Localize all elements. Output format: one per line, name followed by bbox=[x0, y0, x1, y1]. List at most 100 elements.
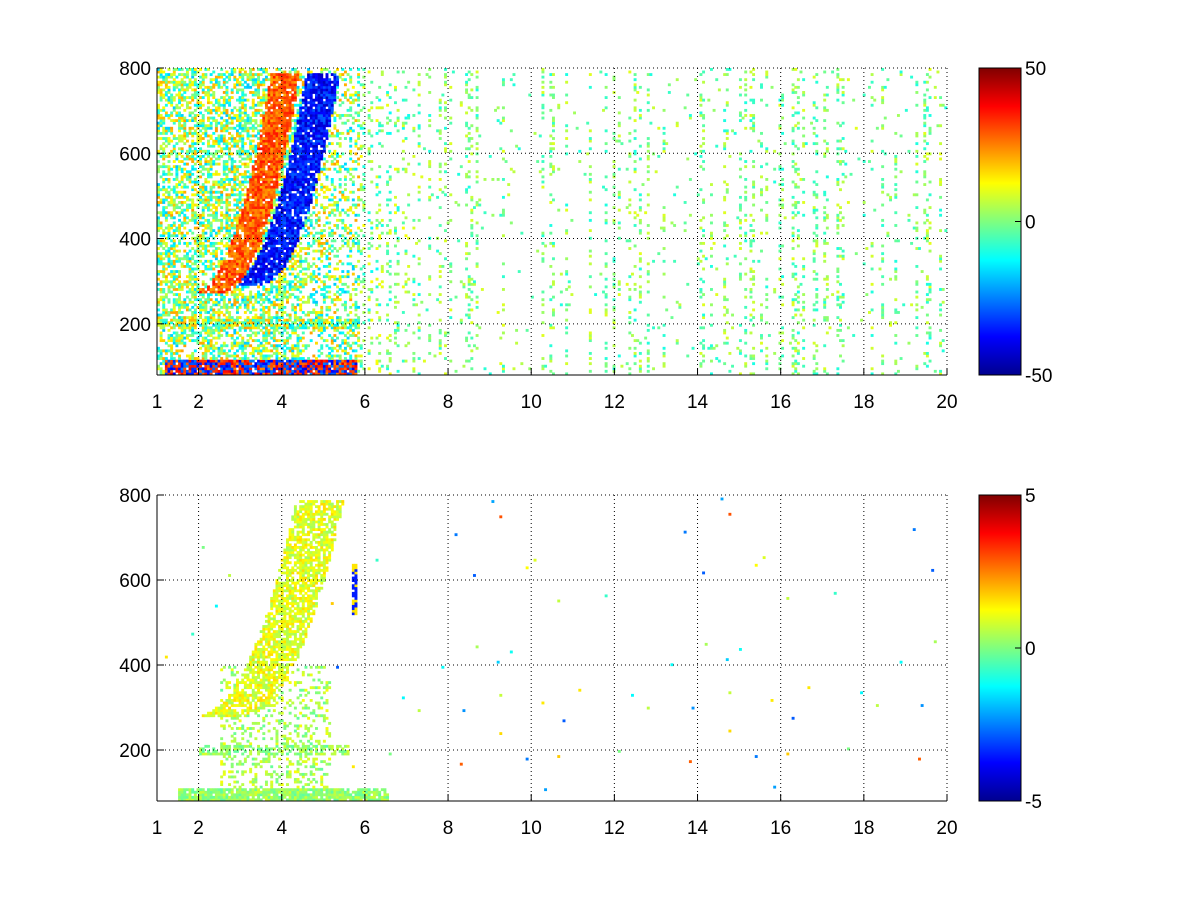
heatmap-cell bbox=[301, 180, 305, 184]
heatmap-cell bbox=[172, 351, 176, 355]
heatmap-cell bbox=[296, 369, 300, 373]
heatmap-cell bbox=[159, 326, 163, 330]
heatmap-cell bbox=[191, 142, 195, 146]
heatmap-cell bbox=[238, 75, 242, 79]
heatmap-cell bbox=[270, 149, 274, 153]
heatmap-cell bbox=[280, 124, 284, 128]
heatmap-cell bbox=[291, 201, 295, 204]
heatmap-cell bbox=[270, 221, 274, 225]
heatmap-cell bbox=[286, 369, 289, 373]
heatmap-cell bbox=[209, 334, 213, 337]
heatmap-cell bbox=[212, 160, 216, 163]
heatmap-cell bbox=[233, 285, 237, 289]
heatmap-cell bbox=[191, 231, 195, 235]
heatmap-cell bbox=[191, 282, 195, 286]
heatmap-cell bbox=[288, 70, 292, 74]
heatmap-cell bbox=[238, 83, 242, 87]
heatmap-cell bbox=[188, 364, 192, 368]
heatmap-cell bbox=[299, 78, 303, 82]
heatmap-cell bbox=[275, 311, 279, 314]
heatmap-cell bbox=[280, 78, 284, 82]
heatmap-cell bbox=[304, 229, 308, 233]
heatmap-cell bbox=[264, 318, 268, 322]
heatmap-cell bbox=[249, 369, 253, 373]
heatmap-cell bbox=[291, 83, 295, 87]
heatmap-cell bbox=[157, 218, 160, 222]
heatmap-cell bbox=[262, 152, 266, 156]
heatmap-cell bbox=[217, 106, 221, 110]
heatmap-cell bbox=[278, 331, 282, 335]
heatmap-cell bbox=[317, 142, 321, 146]
heatmap-cell bbox=[209, 78, 213, 82]
heatmap-cell bbox=[280, 208, 284, 212]
heatmap-cell bbox=[251, 165, 255, 169]
heatmap-cell bbox=[220, 275, 224, 279]
heatmap-cell bbox=[162, 298, 166, 302]
heatmap-cell bbox=[272, 367, 276, 371]
heatmap-cell bbox=[270, 349, 274, 353]
heatmap-cell bbox=[207, 367, 210, 371]
heatmap-cell bbox=[267, 369, 271, 373]
heatmap-cell bbox=[259, 267, 263, 271]
heatmap-cell bbox=[201, 308, 205, 312]
heatmap-cell bbox=[275, 346, 279, 350]
heatmap-cell bbox=[267, 147, 271, 151]
heatmap-cell bbox=[315, 264, 318, 268]
heatmap-cell bbox=[180, 282, 184, 286]
heatmap-cell bbox=[315, 121, 318, 125]
heatmap-cell bbox=[204, 336, 208, 340]
heatmap-cell bbox=[288, 369, 292, 373]
heatmap-cell bbox=[299, 203, 303, 207]
heatmap-cell bbox=[201, 216, 205, 220]
heatmap-cell bbox=[180, 318, 184, 322]
heatmap-cell bbox=[201, 121, 205, 125]
heatmap-cell bbox=[162, 272, 166, 276]
heatmap-cell bbox=[270, 272, 274, 276]
heatmap-cell bbox=[254, 234, 258, 238]
heatmap-cell bbox=[278, 101, 282, 105]
heatmap-cell bbox=[254, 108, 258, 112]
heatmap-cell bbox=[275, 129, 279, 133]
heatmap-cell bbox=[193, 295, 197, 299]
heatmap-cell bbox=[249, 195, 253, 199]
heatmap-cell bbox=[259, 160, 263, 163]
heatmap-cell bbox=[296, 78, 300, 82]
heatmap-cell bbox=[204, 247, 208, 250]
heatmap-cell bbox=[304, 111, 308, 115]
heatmap-cell bbox=[307, 160, 311, 163]
heatmap-cell bbox=[270, 229, 274, 233]
heatmap-cell bbox=[230, 68, 234, 71]
heatmap-cell bbox=[299, 116, 303, 120]
heatmap-cell bbox=[267, 311, 271, 314]
heatmap-cell bbox=[162, 280, 166, 284]
heatmap-cell bbox=[312, 298, 316, 302]
heatmap-cell bbox=[296, 121, 300, 125]
heatmap-cell bbox=[230, 96, 234, 99]
heatmap-cell bbox=[254, 167, 258, 171]
heatmap-cell bbox=[264, 134, 268, 138]
heatmap-cell bbox=[264, 114, 268, 117]
heatmap-cell bbox=[193, 167, 197, 171]
heatmap-cell bbox=[185, 264, 189, 268]
heatmap-cell bbox=[317, 244, 321, 248]
heatmap-cell bbox=[320, 144, 324, 148]
heatmap-cell bbox=[238, 239, 242, 243]
heatmap-cell bbox=[286, 170, 289, 174]
heatmap-cell bbox=[288, 195, 292, 199]
heatmap-cell bbox=[157, 114, 160, 117]
heatmap-cell bbox=[312, 83, 316, 87]
heatmap-cell bbox=[183, 119, 187, 123]
heatmap-cell bbox=[267, 78, 271, 82]
heatmap-cell bbox=[307, 359, 311, 363]
heatmap-cell bbox=[317, 172, 321, 176]
heatmap-cell bbox=[243, 303, 247, 307]
heatmap-cell bbox=[178, 88, 181, 92]
heatmap-cell bbox=[157, 298, 160, 302]
heatmap-cell bbox=[201, 221, 205, 225]
heatmap-cell bbox=[191, 339, 195, 343]
heatmap-cell bbox=[272, 334, 276, 337]
heatmap-cell bbox=[207, 300, 210, 304]
heatmap-cell bbox=[283, 73, 287, 76]
heatmap-cell bbox=[225, 162, 229, 166]
heatmap-cell bbox=[230, 70, 234, 74]
